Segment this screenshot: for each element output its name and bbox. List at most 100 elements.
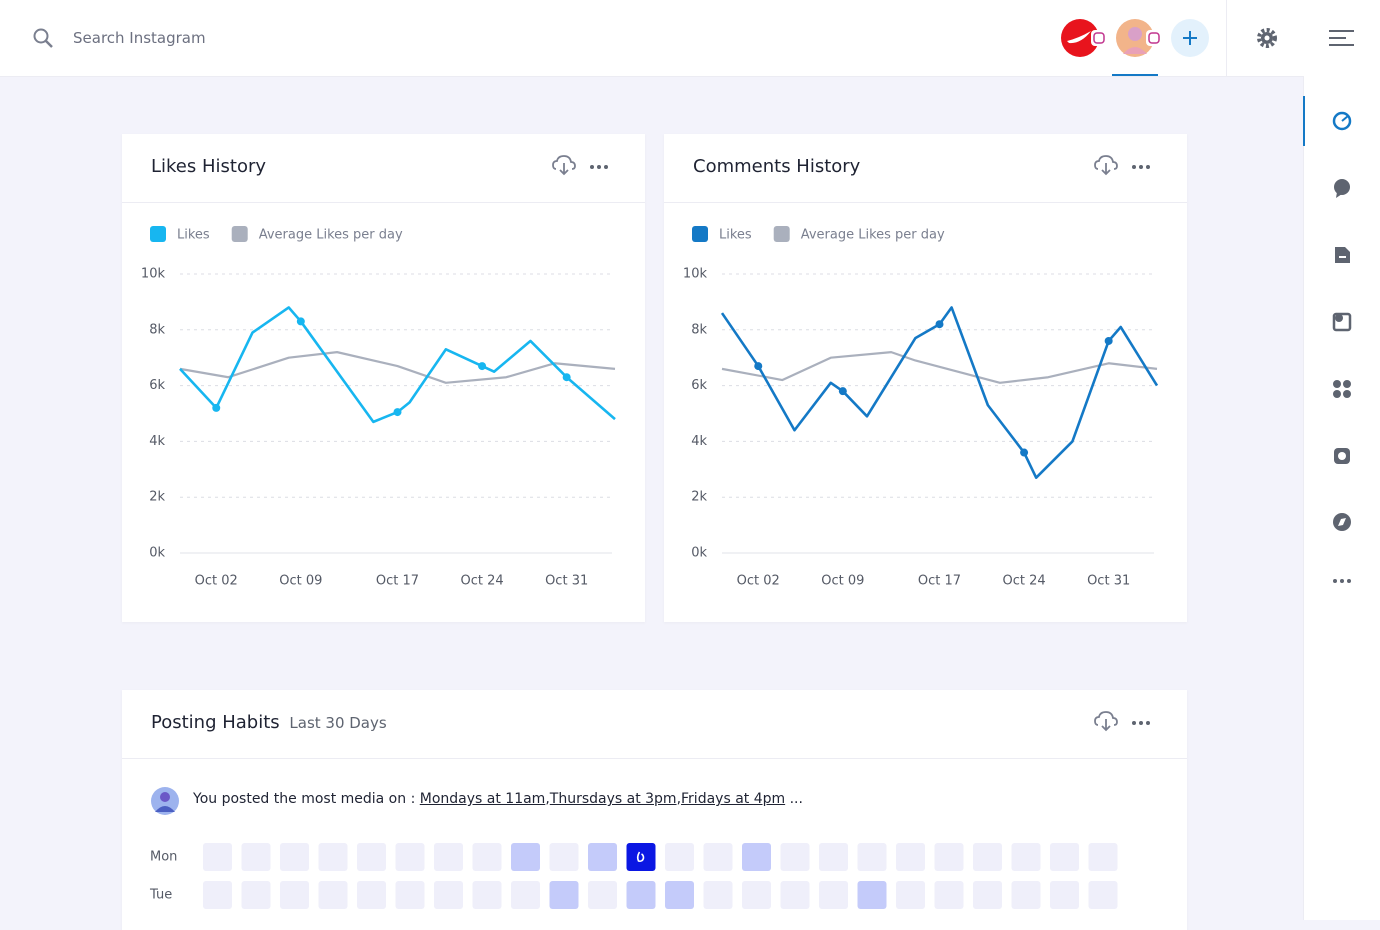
download-icon — [552, 155, 576, 176]
x-tick-label: Oct 09 — [821, 574, 864, 589]
heat-cell — [780, 881, 810, 909]
y-tick-label: 0k — [149, 546, 165, 561]
heat-cell — [203, 881, 232, 909]
card-tools[interactable] — [1094, 710, 1166, 740]
search-icon[interactable] — [30, 26, 56, 52]
link[interactable]: Thursdays at 3pm — [549, 791, 677, 807]
heat-cell — [626, 881, 656, 909]
heat-cell — [357, 881, 386, 909]
card-tools[interactable] — [1094, 154, 1166, 184]
settings-icon[interactable] — [1255, 26, 1281, 52]
link[interactable]: Fridays at 4pm — [681, 791, 786, 807]
y-tick-label: 2k — [149, 490, 165, 505]
y-tick-label: 6k — [691, 378, 707, 393]
download-icon — [1094, 155, 1118, 176]
search-input[interactable]: Search Instagram — [73, 29, 206, 47]
heat-cell — [203, 843, 232, 871]
accounts — [1061, 19, 1209, 76]
heat-cell — [934, 843, 964, 871]
heat-cell — [472, 881, 502, 909]
heat-cell — [318, 881, 348, 909]
heat-cell — [434, 843, 463, 871]
more-dot — [590, 165, 594, 169]
heat-cell — [318, 843, 348, 871]
x-tick-label: Oct 31 — [1087, 574, 1130, 589]
x-tick-label: Oct 17 — [376, 574, 419, 589]
legend-swatch — [692, 226, 708, 242]
title: Posting Habits — [151, 712, 280, 733]
series-line — [721, 351, 1158, 384]
x-tick-label: Oct 02 — [737, 574, 780, 589]
data-point — [1104, 336, 1113, 345]
y-tick-label: 10k — [683, 267, 708, 282]
likes-card: Likes History Likes Average Likes per day… — [122, 134, 645, 622]
suffix: ... — [789, 791, 803, 807]
legend-swatch — [231, 226, 248, 242]
heat-cell — [1011, 881, 1041, 909]
x-tick-label: Oct 24 — [1003, 574, 1046, 589]
menu-icon[interactable] — [1328, 28, 1356, 48]
card-title: Comments History — [693, 156, 861, 177]
top-bar: Search Instagram — [0, 0, 1380, 77]
legend-label: Average Likes per day — [801, 228, 945, 243]
sidebar-icons[interactable] — [1304, 76, 1380, 616]
heat-cell — [819, 881, 848, 909]
heat-cell — [280, 843, 309, 871]
x-tick-label: Oct 31 — [545, 574, 588, 589]
heatmap: Mon Tue — [149, 843, 1118, 909]
data-point — [1020, 448, 1029, 457]
heat-cell — [395, 881, 425, 909]
heat-cell — [780, 843, 810, 871]
heat-cell — [703, 843, 733, 871]
heat-cell — [1088, 881, 1118, 909]
heat-cell — [934, 881, 964, 909]
data-point — [296, 317, 305, 326]
heat-cell — [395, 843, 425, 871]
data-point — [838, 387, 847, 396]
more-dot — [1139, 721, 1143, 725]
data-point — [562, 373, 571, 382]
heat-cell — [857, 881, 887, 909]
legend-label: Likes — [719, 228, 752, 243]
heat-cell — [742, 843, 771, 871]
heat-cell — [1011, 843, 1041, 871]
y-tick-label: 6k — [149, 378, 165, 393]
more-dot — [1139, 165, 1143, 169]
row-label: Mon — [150, 850, 177, 865]
chart: Likes Average Likes per day 0k 2k 4k 6k 8k 10k O… — [141, 226, 616, 589]
card-tools[interactable] — [552, 154, 624, 184]
x-tick-label: Oct 24 — [461, 574, 504, 589]
sidebar — [1303, 76, 1380, 920]
heat-cell — [588, 843, 617, 871]
more-dot — [1146, 721, 1150, 725]
legend-swatch — [150, 226, 166, 242]
heat-cell — [357, 843, 386, 871]
data-point — [935, 320, 944, 329]
heat-cell — [973, 881, 1002, 909]
comments-card: Comments History Likes Average Likes per … — [664, 134, 1187, 622]
heat-cell — [1050, 881, 1079, 909]
heat-cell — [549, 843, 579, 871]
heat-cell — [511, 843, 540, 871]
message: You posted the most media on : Mondays a… — [193, 791, 803, 807]
legend-label: Average Likes per day — [259, 228, 403, 243]
x-tick-label: Oct 09 — [279, 574, 322, 589]
more-dot — [597, 165, 601, 169]
more-dot — [1132, 165, 1136, 169]
link[interactable]: Mondays at 11am — [419, 791, 546, 807]
heat-cell — [1088, 843, 1118, 871]
more-dot — [1132, 721, 1136, 725]
heat-cell — [472, 843, 502, 871]
series-line — [179, 306, 616, 424]
heat-cell — [857, 843, 887, 871]
heat-cell — [1050, 843, 1079, 871]
heat-cell — [241, 843, 271, 871]
heat-cell — [549, 881, 579, 909]
heat-cell — [280, 881, 309, 909]
heat-cell — [434, 881, 463, 909]
cell-icon — [636, 851, 645, 862]
y-tick-label: 0k — [691, 546, 707, 561]
y-tick-label: 10k — [141, 267, 166, 282]
more-dot — [604, 165, 608, 169]
heat-cell — [973, 843, 1002, 871]
